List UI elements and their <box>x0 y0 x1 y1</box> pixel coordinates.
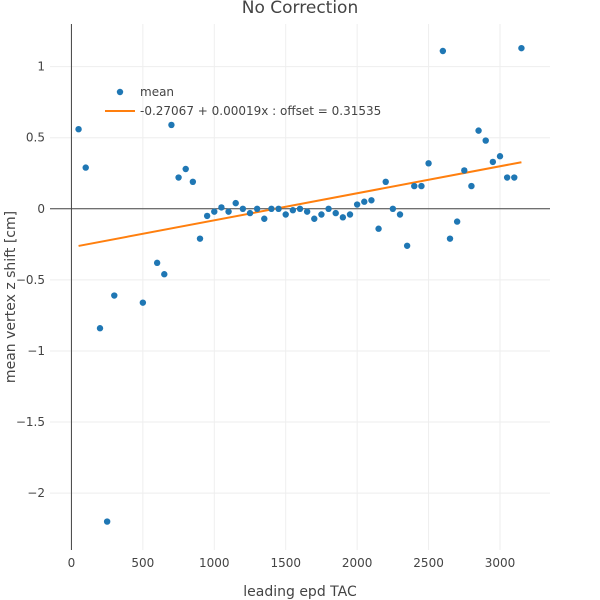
mean-point <box>382 178 389 185</box>
legend: mean -0.27067 + 0.00019x : offset = 0.31… <box>105 85 381 118</box>
mean-point <box>332 209 339 217</box>
mean-point <box>96 325 104 332</box>
mean-point <box>418 182 425 190</box>
x-tick-label: 2500 <box>413 556 444 570</box>
y-tick-label: −0.5 <box>16 273 45 287</box>
mean-point <box>111 292 118 299</box>
mean-point <box>139 299 147 306</box>
zero-lines <box>50 24 550 550</box>
chart-title: No Correction <box>242 0 358 18</box>
mean-point <box>161 271 168 278</box>
mean-point <box>489 158 497 166</box>
mean-point <box>375 225 382 232</box>
y-tick-label: −2 <box>27 486 45 500</box>
mean-point <box>461 167 468 174</box>
y-tick-label: 0 <box>37 202 45 216</box>
mean-point <box>396 211 404 218</box>
y-axis-title: mean vertex z shift [cm] <box>3 211 19 383</box>
mean-point <box>425 160 432 167</box>
mean-point <box>511 174 518 181</box>
mean-point <box>453 218 461 225</box>
x-axis-title: leading epd TAC <box>243 584 357 600</box>
y-axis-ticks: −2 −1.5 −1 −0.5 0 0.5 1 <box>16 60 45 500</box>
legend-mean-label: mean <box>140 85 174 99</box>
mean-point <box>496 153 504 160</box>
mean-point <box>75 126 82 133</box>
mean-point <box>82 164 89 171</box>
legend-fit-label: -0.27067 + 0.00019x : offset = 0.31535 <box>140 104 381 118</box>
x-tick-label: 2000 <box>342 556 373 570</box>
grid-lines <box>50 24 550 550</box>
mean-point <box>275 205 282 213</box>
mean-point <box>168 121 175 129</box>
mean-point <box>303 208 311 215</box>
mean-point <box>182 165 189 173</box>
mean-point <box>211 208 218 215</box>
mean-point <box>268 205 275 213</box>
mean-point <box>196 235 204 242</box>
mean-point <box>518 44 525 52</box>
mean-point <box>218 204 225 211</box>
mean-point <box>289 207 297 214</box>
mean-point <box>239 205 247 213</box>
x-tick-label: 0 <box>68 556 76 570</box>
mean-point <box>175 174 182 181</box>
legend-mean-marker <box>116 88 124 96</box>
mean-point <box>411 182 418 190</box>
mean-point <box>203 212 211 220</box>
mean-point <box>339 214 347 221</box>
mean-point <box>261 215 268 222</box>
series-layer <box>75 44 525 525</box>
mean-point <box>253 205 261 213</box>
x-tick-label: 1500 <box>270 556 301 570</box>
mean-point <box>225 208 232 215</box>
mean-point <box>503 174 511 181</box>
mean-point <box>318 211 325 218</box>
x-tick-label: 500 <box>131 556 154 570</box>
mean-point <box>246 209 254 217</box>
mean-point <box>103 518 111 525</box>
fit-line <box>78 161 522 247</box>
x-axis-ticks: 0 500 1000 1500 2000 2500 3000 <box>68 556 516 570</box>
mean-point <box>153 259 161 267</box>
y-tick-label: −1 <box>27 344 45 358</box>
mean-point <box>361 198 368 205</box>
mean-point <box>446 235 454 242</box>
y-tick-label: −1.5 <box>16 415 45 429</box>
mean-point <box>232 199 239 207</box>
mean-point <box>368 197 375 204</box>
mean-point <box>282 211 289 218</box>
mean-point <box>325 205 332 213</box>
mean-point <box>346 211 354 218</box>
mean-point <box>468 182 475 190</box>
mean-point <box>475 127 482 134</box>
mean-point <box>389 205 397 213</box>
y-tick-label: 1 <box>37 60 45 74</box>
mean-point <box>439 47 447 55</box>
mean-point <box>189 178 197 185</box>
mean-point <box>403 242 411 249</box>
mean-point <box>311 215 318 222</box>
mean-point <box>296 205 304 213</box>
x-tick-label: 1000 <box>199 556 230 570</box>
x-tick-label: 3000 <box>485 556 516 570</box>
y-tick-label: 0.5 <box>26 131 45 145</box>
mean-point <box>482 137 489 144</box>
mean-point <box>353 201 361 208</box>
